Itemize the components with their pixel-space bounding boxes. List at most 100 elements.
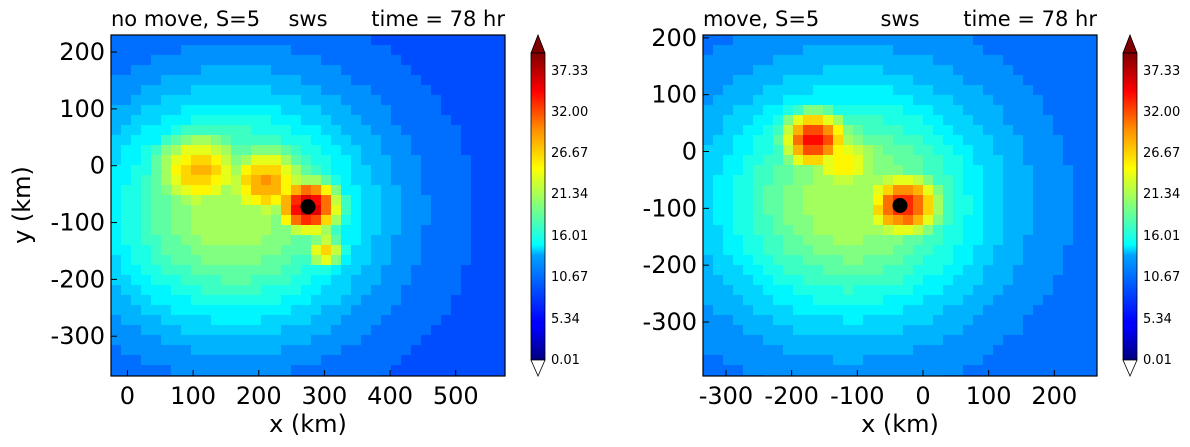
field-cell xyxy=(361,255,372,266)
field-cell xyxy=(913,185,924,196)
field-cell xyxy=(963,105,974,116)
field-cell xyxy=(933,215,944,226)
field-cell xyxy=(471,85,482,96)
field-cell xyxy=(813,335,824,346)
field-cell xyxy=(381,165,392,176)
field-cell xyxy=(1083,145,1094,156)
field-cell xyxy=(121,185,132,196)
field-cell xyxy=(1003,265,1014,276)
field-cell xyxy=(803,175,814,186)
field-cell xyxy=(111,355,122,366)
field-cell xyxy=(261,85,272,96)
field-cell xyxy=(993,235,1004,246)
field-cell xyxy=(863,175,874,186)
field-cell xyxy=(451,225,462,236)
field-cell xyxy=(743,325,754,336)
field-cell xyxy=(441,85,452,96)
field-cell xyxy=(933,195,944,206)
field-cell xyxy=(953,145,964,156)
field-cell xyxy=(793,165,804,176)
field-cell xyxy=(131,195,142,206)
field-cell xyxy=(1053,165,1064,176)
field-cell xyxy=(823,125,834,136)
field-cell xyxy=(963,355,974,366)
field-cell xyxy=(161,215,172,226)
field-cell xyxy=(703,195,714,206)
field-cell xyxy=(501,105,506,116)
field-cell xyxy=(351,105,362,116)
field-cell xyxy=(1053,105,1064,116)
field-cell xyxy=(351,235,362,246)
field-cell xyxy=(903,105,914,116)
field-cell xyxy=(191,345,202,356)
field-cell xyxy=(883,215,894,226)
field-cell xyxy=(331,175,342,186)
field-cell xyxy=(903,355,914,366)
field-cell xyxy=(1063,265,1074,276)
field-cell xyxy=(933,115,944,126)
field-cell xyxy=(933,275,944,286)
field-cell xyxy=(893,145,904,156)
field-cell xyxy=(823,55,834,66)
field-cell xyxy=(723,135,734,146)
field-cell xyxy=(141,185,152,196)
field-cell xyxy=(421,125,432,136)
field-cell xyxy=(943,365,954,376)
field-cell xyxy=(903,65,914,76)
field-cell xyxy=(121,225,132,236)
field-cell xyxy=(843,315,854,326)
field-cell xyxy=(883,105,894,116)
field-cell xyxy=(131,165,142,176)
field-cell xyxy=(451,315,462,326)
field-cell xyxy=(231,325,242,336)
field-cell xyxy=(401,105,412,116)
field-cell xyxy=(723,345,734,356)
field-cell xyxy=(381,335,392,346)
field-cell xyxy=(723,235,734,246)
field-cell xyxy=(893,115,904,126)
field-cell xyxy=(1063,125,1074,136)
field-cell xyxy=(983,175,994,186)
field-cell xyxy=(191,255,202,266)
field-cell xyxy=(121,65,132,76)
field-cell xyxy=(321,85,332,96)
field-cell xyxy=(1063,85,1074,96)
field-cell xyxy=(893,45,904,56)
field-cell xyxy=(913,245,924,256)
field-cell xyxy=(421,255,432,266)
field-cell xyxy=(461,205,472,216)
field-cell xyxy=(953,255,964,266)
field-cell xyxy=(1013,105,1024,116)
field-cell xyxy=(161,355,172,366)
field-cell xyxy=(963,235,974,246)
field-cell xyxy=(813,145,824,156)
field-cell xyxy=(321,315,332,326)
field-cell xyxy=(853,345,864,356)
field-cell xyxy=(371,195,382,206)
field-cell xyxy=(813,85,824,96)
field-cell xyxy=(1023,175,1034,186)
panel-left-colorbar-tick-label: 16.01 xyxy=(551,229,588,244)
field-cell xyxy=(231,145,242,156)
panel-right-y-tick-label: -100 xyxy=(643,194,697,222)
field-cell xyxy=(1013,295,1024,306)
field-cell xyxy=(823,305,834,316)
field-cell xyxy=(773,115,784,126)
field-cell xyxy=(471,265,482,276)
field-cell xyxy=(873,185,884,196)
field-cell xyxy=(1043,225,1054,236)
field-cell xyxy=(401,125,412,136)
field-cell xyxy=(873,155,884,166)
field-cell xyxy=(843,195,854,206)
field-cell xyxy=(471,45,482,56)
field-cell xyxy=(211,215,222,226)
field-cell xyxy=(321,115,332,126)
field-cell xyxy=(993,185,1004,196)
field-cell xyxy=(501,155,506,166)
field-cell xyxy=(251,85,262,96)
field-cell xyxy=(401,135,412,146)
field-cell xyxy=(151,335,162,346)
field-cell xyxy=(973,315,984,326)
field-cell xyxy=(161,345,172,356)
field-cell xyxy=(481,295,492,306)
